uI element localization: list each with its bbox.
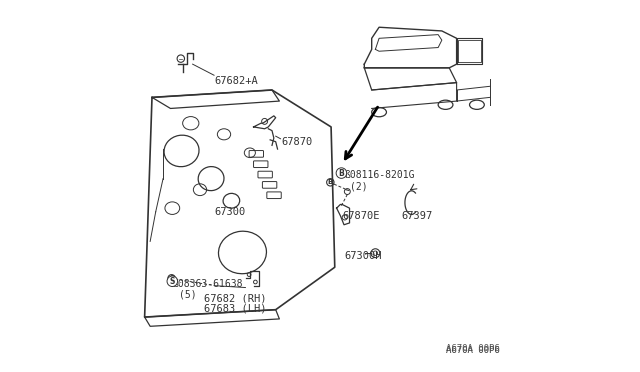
Text: 67397: 67397 xyxy=(401,211,433,221)
Text: 67870E: 67870E xyxy=(342,211,380,221)
Text: (2): (2) xyxy=(350,182,368,192)
Text: A670A 00P6: A670A 00P6 xyxy=(445,344,499,353)
Text: 67683 (LH): 67683 (LH) xyxy=(204,304,266,314)
Text: 67682+A: 67682+A xyxy=(215,76,259,86)
Text: B: B xyxy=(328,179,333,185)
Text: 67870: 67870 xyxy=(281,137,312,147)
Text: 67300: 67300 xyxy=(215,207,246,217)
Text: B: B xyxy=(339,169,344,177)
Text: (5): (5) xyxy=(179,290,196,300)
Text: ß08116-8201G: ß08116-8201G xyxy=(344,170,415,180)
Text: 67682 (RH): 67682 (RH) xyxy=(204,294,266,304)
Text: S: S xyxy=(169,275,174,281)
Text: S: S xyxy=(170,277,175,286)
Text: 67300H: 67300H xyxy=(344,251,381,261)
Text: A670A 00P6: A670A 00P6 xyxy=(445,346,499,355)
Text: ß08363-61638: ß08363-61638 xyxy=(172,279,243,289)
